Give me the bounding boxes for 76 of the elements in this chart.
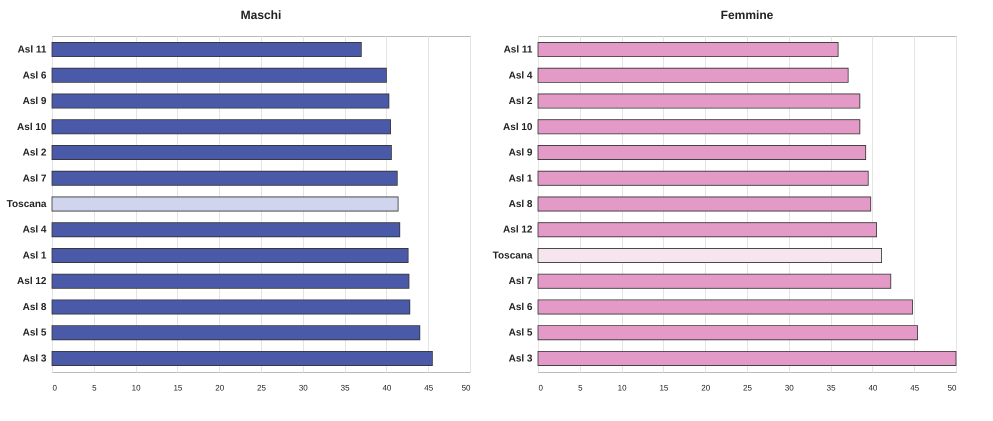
x-tick-label: 5 <box>578 384 584 392</box>
y-tick-label: Asl 2 <box>508 96 533 108</box>
x-tick-label: 0 <box>52 384 58 392</box>
bar <box>52 42 362 57</box>
y-tick-label: Asl 5 <box>22 328 47 339</box>
x-tick-label: 20 <box>701 384 711 392</box>
bar <box>538 351 956 366</box>
bar <box>52 119 391 134</box>
bar <box>538 145 866 160</box>
y-tick-label: Asl 9 <box>508 148 533 159</box>
x-tick-label: 5 <box>92 384 98 392</box>
bar <box>538 170 869 186</box>
bar <box>52 170 398 186</box>
bar <box>52 94 390 108</box>
bar <box>538 94 860 108</box>
chart-title: Femmine <box>720 8 774 22</box>
y-tick-label: Asl 1 <box>22 250 47 262</box>
bar <box>538 119 860 134</box>
x-tick-label: 0 <box>538 384 544 392</box>
y-tick-label: Asl 9 <box>22 96 47 108</box>
bar <box>52 325 420 340</box>
y-tick-label: Asl 1 <box>508 173 533 184</box>
bar <box>538 300 913 314</box>
y-tick-label: Asl 8 <box>508 199 533 210</box>
x-tick-label: 25 <box>257 384 266 392</box>
x-tick-label: 30 <box>784 384 794 392</box>
bar <box>52 248 409 263</box>
x-tick-label: 45 <box>910 384 920 392</box>
x-tick-label: 35 <box>826 384 836 392</box>
bar <box>538 248 882 263</box>
y-tick-label: Asl 2 <box>22 148 47 159</box>
y-tick-label: Asl 12 <box>503 224 533 236</box>
bar <box>538 196 872 212</box>
x-tick-label: 40 <box>382 384 392 392</box>
y-tick-label: Asl 6 <box>508 302 533 313</box>
x-tick-label: 20 <box>215 384 225 392</box>
y-tick-label: Asl 4 <box>508 70 533 82</box>
x-tick-label: 50 <box>948 384 958 392</box>
x-tick-label: 45 <box>424 384 434 392</box>
y-tick-label: Toscana <box>492 250 533 262</box>
y-tick-label: Asl 8 <box>22 302 47 313</box>
x-tick-label: 10 <box>618 384 628 392</box>
y-tick-label: Asl 3 <box>508 353 533 364</box>
x-tick-label: 25 <box>743 384 752 392</box>
y-tick-label: Asl 6 <box>22 70 47 82</box>
bar <box>52 196 399 212</box>
x-tick-label: 50 <box>462 384 472 392</box>
x-tick-label: 15 <box>173 384 183 392</box>
y-tick-label: Toscana <box>6 199 47 210</box>
y-tick-label: Asl 5 <box>508 328 533 339</box>
bar <box>52 300 410 314</box>
x-tick-label: 30 <box>298 384 308 392</box>
y-tick-label: Asl 11 <box>504 44 533 56</box>
y-tick-label: Asl 10 <box>503 122 533 133</box>
x-tick-label: 15 <box>659 384 669 392</box>
bar <box>538 325 918 340</box>
bar <box>538 222 877 238</box>
bar <box>538 42 839 57</box>
x-tick-label: 10 <box>132 384 142 392</box>
bar <box>538 68 849 83</box>
bar <box>52 222 400 238</box>
x-tick-label: 40 <box>868 384 878 392</box>
bar <box>52 274 410 289</box>
y-tick-label: Asl 12 <box>17 276 47 288</box>
y-tick-label: Asl 10 <box>17 122 47 133</box>
bar <box>538 274 892 289</box>
y-tick-label: Asl 7 <box>508 276 533 288</box>
y-tick-label: Asl 4 <box>22 224 47 236</box>
x-tick-label: 35 <box>340 384 350 392</box>
y-tick-label: Asl 3 <box>22 353 47 364</box>
y-tick-label: Asl 11 <box>18 44 47 56</box>
bar <box>52 68 387 83</box>
bar <box>52 145 392 160</box>
bar <box>52 351 433 366</box>
chart-title: Maschi <box>240 8 282 22</box>
y-tick-label: Asl 7 <box>22 173 47 184</box>
